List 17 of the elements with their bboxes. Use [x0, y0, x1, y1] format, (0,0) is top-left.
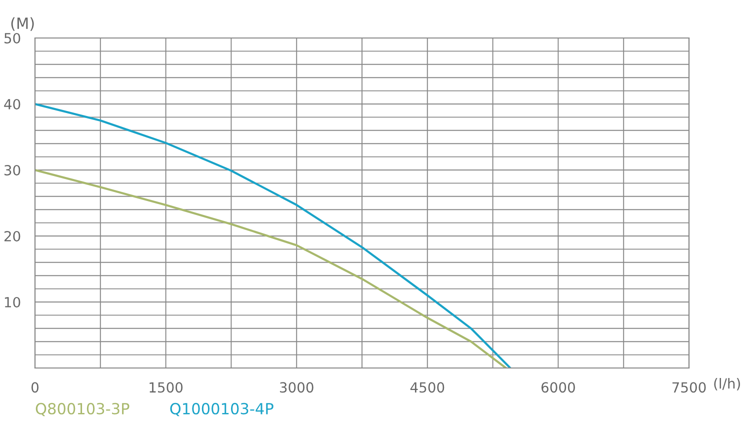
x-axis-title: (l/h): [714, 378, 740, 390]
text: Q800103-3P: [36, 402, 130, 416]
text: Q1000103-4P: [170, 402, 274, 416]
x-tick-label: 1500: [150, 382, 183, 393]
x-tick-label: 6000: [541, 382, 575, 393]
x-tick-label: 4500: [410, 382, 444, 393]
y-axis-title: (M): [11, 17, 34, 31]
x-tick-label: 0: [31, 382, 38, 393]
y-tick-label: 40: [4, 98, 20, 110]
y-tick-label: 20: [4, 230, 20, 242]
x-tick-label: 3000: [280, 382, 314, 393]
y-tick-label: 10: [4, 296, 20, 308]
line-series: [35, 102, 512, 368]
y-tick-label: 50: [4, 32, 20, 44]
y-tick-label: 30: [4, 164, 20, 176]
x-tick-label: 7500: [672, 382, 706, 393]
line-series: [35, 168, 507, 368]
